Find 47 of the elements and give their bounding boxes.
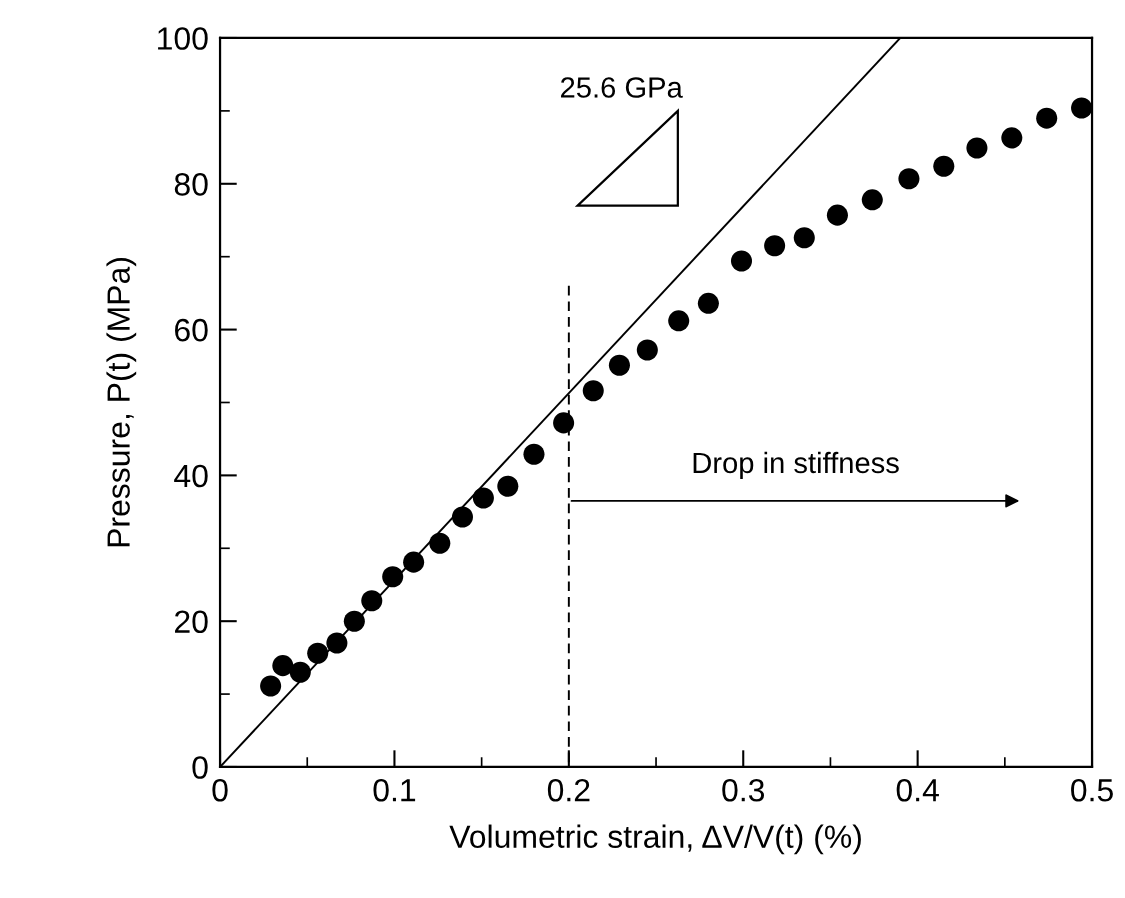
point <box>403 551 425 573</box>
x-tick-label: 0.1 <box>373 778 416 802</box>
y-tick-label: 20 <box>175 610 208 634</box>
point <box>1036 107 1058 129</box>
point <box>764 235 786 257</box>
point <box>826 204 848 226</box>
point <box>636 339 658 361</box>
y-tick-label: 40 <box>174 464 208 488</box>
y-tick-label: 60 <box>175 318 208 342</box>
annotation: 25.6 GPa <box>561 77 683 98</box>
point <box>307 642 329 664</box>
point <box>668 310 690 332</box>
point <box>966 137 988 159</box>
point <box>523 443 545 465</box>
point <box>272 655 294 677</box>
point <box>553 412 575 434</box>
point <box>898 168 920 190</box>
point <box>933 155 955 177</box>
x-tick-label: 0.4 <box>896 778 939 802</box>
point <box>861 189 883 211</box>
point <box>1001 127 1023 149</box>
point <box>326 632 348 654</box>
point <box>497 475 519 497</box>
point <box>582 380 604 402</box>
point <box>608 354 630 376</box>
point <box>361 590 383 612</box>
point <box>260 675 282 697</box>
y-tick-label: 80 <box>174 173 208 196</box>
y-tick-label: 100 <box>158 27 208 50</box>
point <box>472 487 494 509</box>
point <box>1071 97 1093 119</box>
point <box>289 661 311 683</box>
x-tick-label: 0.5 <box>1071 778 1113 802</box>
point <box>730 250 753 272</box>
y-axis-title: Pressure, P(t) (MPa) <box>106 258 137 547</box>
x-tick-label: 0 <box>212 778 228 802</box>
annotation: Drop in stiffness <box>693 451 899 480</box>
x-axis-title: Volumetric strain, ΔV/V(t) (%) <box>449 824 861 855</box>
point <box>451 506 473 528</box>
point <box>697 292 719 314</box>
point <box>382 566 404 588</box>
x-tick-label: 0.3 <box>722 778 765 802</box>
point <box>343 610 365 632</box>
point <box>793 227 815 249</box>
x-tick-label: 0.2 <box>547 778 590 802</box>
point <box>429 532 451 554</box>
y-tick-label: 0 <box>192 756 208 779</box>
